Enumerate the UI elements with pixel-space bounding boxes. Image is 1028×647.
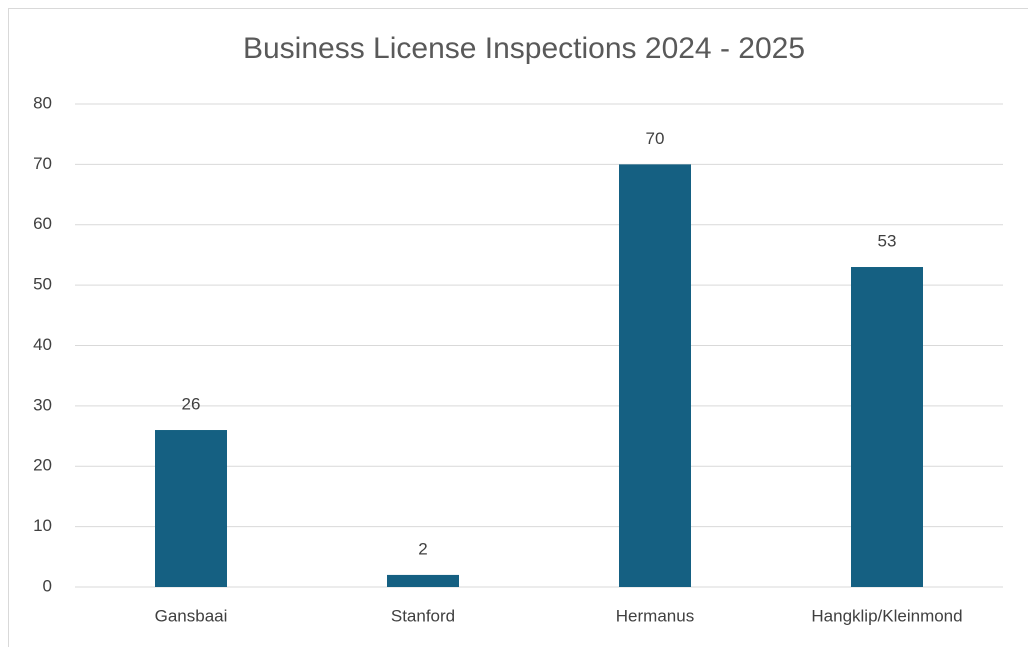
chart-title: Business License Inspections 2024 - 2025 (243, 32, 805, 65)
y-tick-label: 0 (43, 576, 52, 595)
y-tick-label: 20 (33, 456, 52, 475)
y-tick-label: 50 (33, 275, 52, 294)
data-label: 26 (182, 395, 201, 414)
data-label: 2 (418, 539, 427, 558)
data-label: 53 (878, 231, 897, 250)
bar (619, 164, 691, 587)
x-tick-label: Stanford (391, 606, 455, 625)
bar (387, 574, 459, 587)
y-tick-label: 70 (33, 154, 52, 173)
x-tick-label: Hermanus (616, 606, 694, 625)
bar (851, 267, 923, 587)
y-tick-label: 30 (33, 395, 52, 414)
y-tick-label: 60 (33, 214, 52, 233)
y-tick-label: 10 (33, 516, 52, 535)
y-tick-label: 80 (33, 93, 52, 112)
data-label: 70 (646, 129, 665, 148)
x-tick-label: Hangklip/Kleinmond (811, 606, 962, 625)
x-tick-label: Gansbaai (155, 606, 228, 625)
y-tick-label: 40 (33, 335, 52, 354)
bar (155, 430, 227, 587)
